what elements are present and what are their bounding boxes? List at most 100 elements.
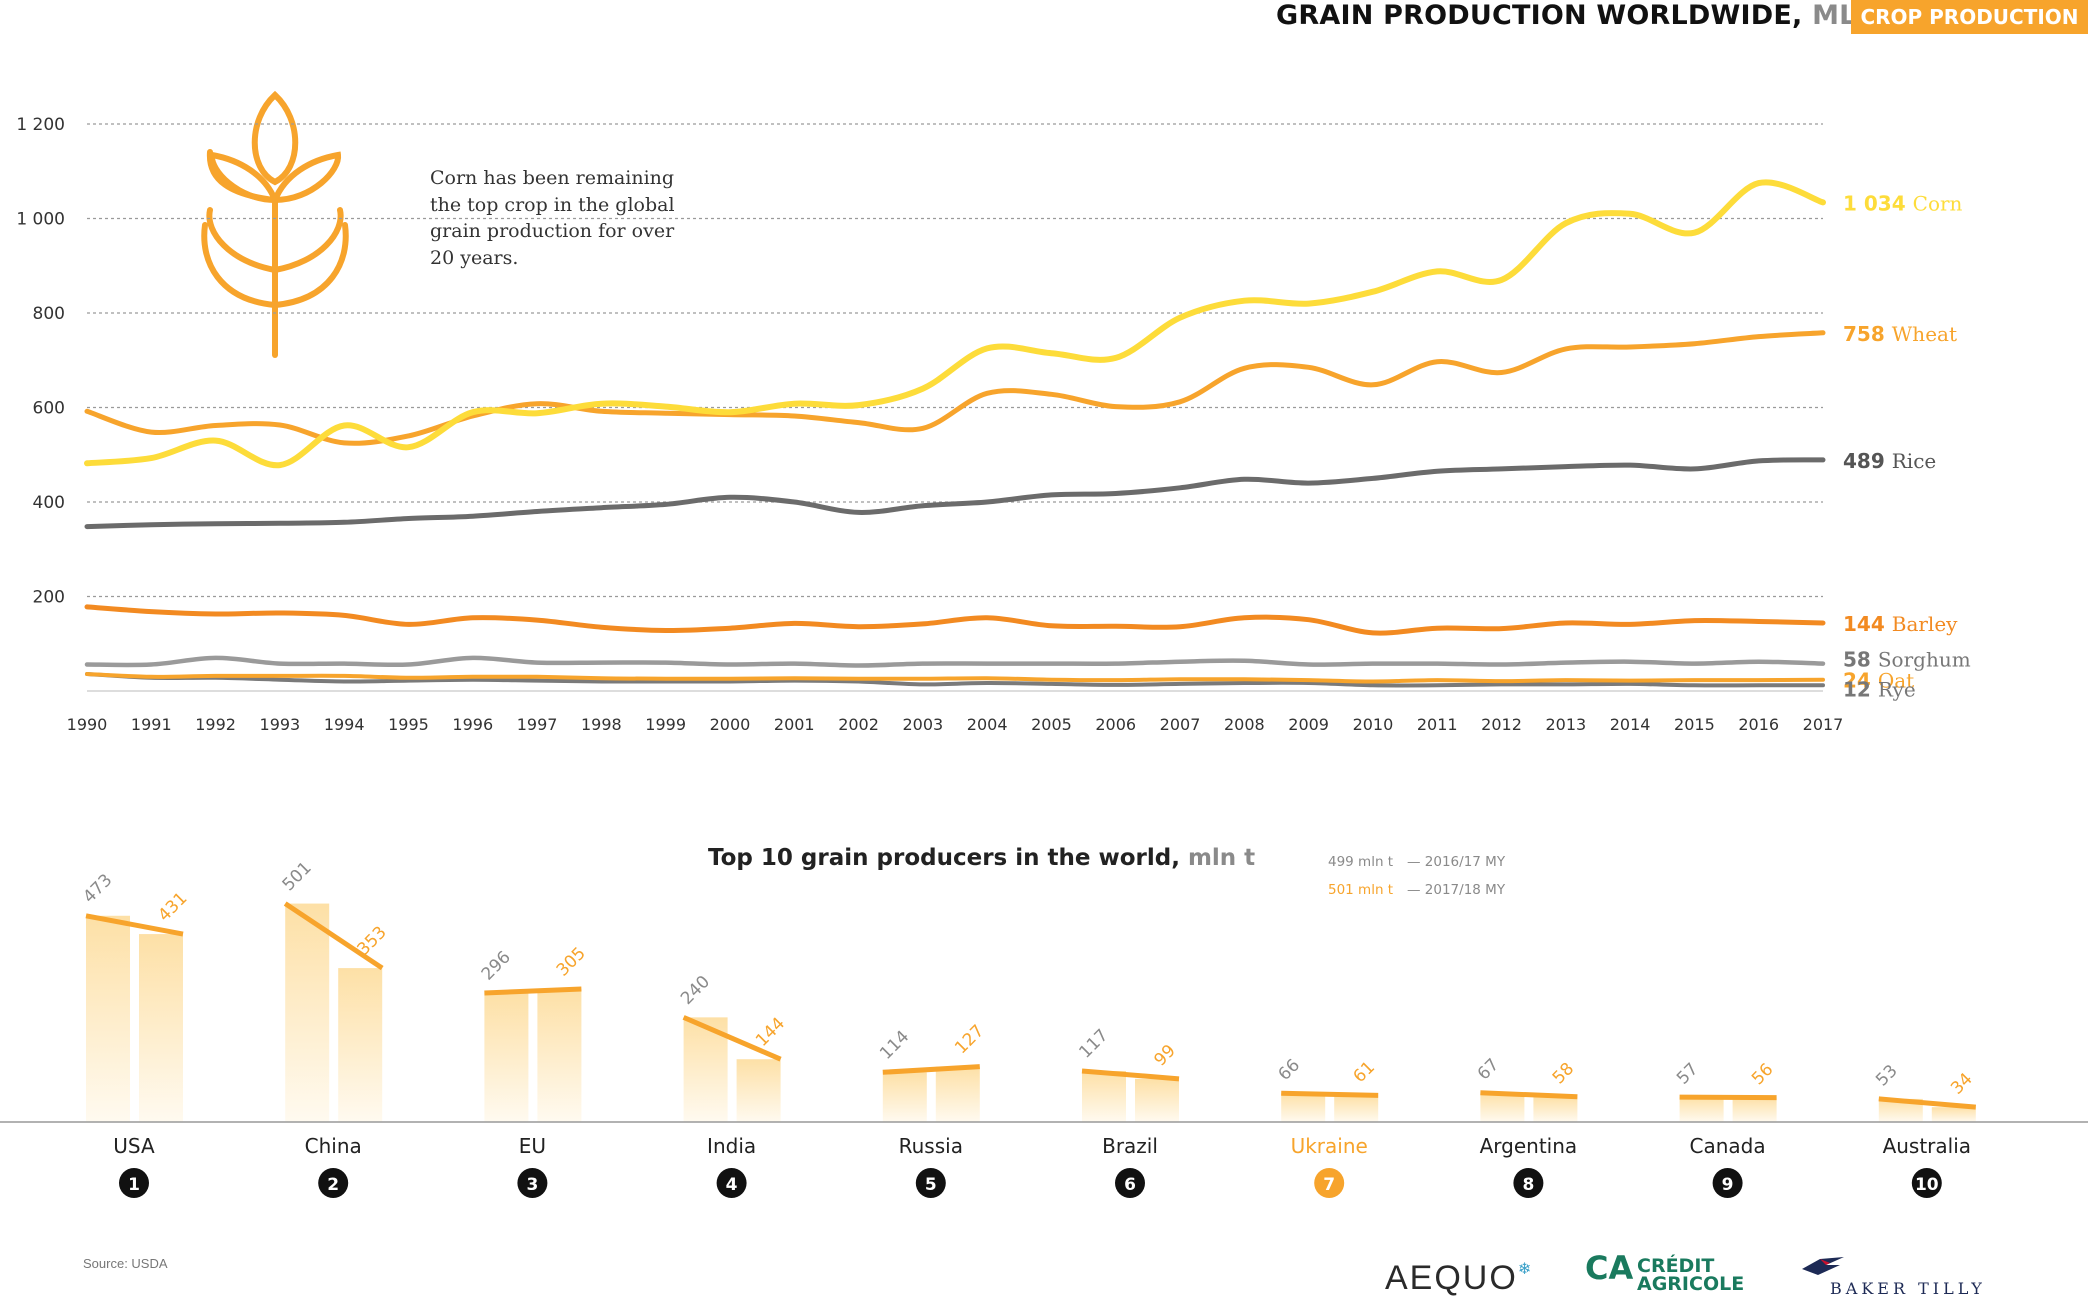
rank-badge [915, 1168, 946, 1198]
rank-number: 8 [1522, 1175, 1534, 1195]
end-label-name: Rice [1892, 449, 1937, 473]
bar-categories: USA 1 China 2 EU 3 India 4 Russia 5 Brazil 6 Ukraine… [113, 1134, 1971, 1198]
x-tick-label: 2016 [1738, 715, 1779, 734]
end-label-value: 758 [1843, 322, 1885, 346]
x-tick-label: 1990 [67, 715, 108, 734]
end-label-value: 58 [1843, 648, 1871, 672]
y-tick-label: 400 [33, 493, 65, 513]
partner-logos: AEQUO❄ CA CRÉDIT AGRICOLE BAKER TILLY [1380, 1252, 2020, 1300]
bar-2016 [1878, 1098, 1923, 1122]
value-label-2016: 67 [1474, 1055, 1503, 1084]
chart-grid [87, 123, 1823, 692]
value-label-2017: 144 [752, 1014, 789, 1051]
bar-2016 [1480, 1092, 1525, 1122]
rank-badge [517, 1168, 548, 1198]
x-tick-label: 2007 [1160, 715, 1201, 734]
value-label-2017: 34 [1947, 1069, 1976, 1098]
category-label: EU [519, 1134, 546, 1158]
x-tick-label: 1999 [645, 715, 686, 734]
x-axis: 1990 1991 1992 1993 1994 1995 1996 1997 1998 1999… [67, 715, 1844, 734]
x-tick-label: 2004 [967, 715, 1008, 734]
section-tag: CROP PRODUCTION [1851, 0, 2088, 34]
bar-group: 53 34 [1872, 1061, 1977, 1122]
rank-badge [1115, 1168, 1145, 1198]
bar-group: 473 431 [79, 870, 191, 1122]
value-label-2017: 431 [154, 889, 191, 926]
bar-2017 [935, 1066, 980, 1122]
end-label-barley: 144 Barley [1843, 612, 1958, 636]
value-label-2017: 58 [1549, 1059, 1578, 1088]
bar-group: 296 305 [478, 943, 590, 1122]
bar-2016 [1679, 1097, 1724, 1122]
category-label: Canada [1690, 1134, 1766, 1158]
category-label: Argentina [1480, 1134, 1578, 1158]
series-line-sorghum [84, 655, 1826, 668]
x-tick-label: 1996 [452, 715, 493, 734]
x-tick-label: 1992 [195, 715, 236, 734]
bar-2017 [1732, 1097, 1777, 1122]
legend-label-2016: — 2016/17 MY [1407, 854, 1506, 870]
end-label-value: 12 [1843, 677, 1871, 701]
page-title-text: GRAIN PRODUCTION WORLDWIDE, [1276, 0, 1803, 31]
series-line-barley [84, 604, 1826, 636]
y-tick-label: 600 [33, 399, 65, 419]
legend-value-2017: 501 mln t [1328, 882, 1393, 898]
bar-group: 240 144 [677, 972, 789, 1122]
bar-chart-title-text: Top 10 grain producers in the world, [708, 845, 1180, 871]
source-note: Source: USDA [83, 1256, 168, 1271]
bar-2016 [484, 992, 529, 1122]
value-label-2016: 296 [478, 947, 515, 984]
end-label-value: 144 [1843, 612, 1885, 636]
rank-number: 5 [925, 1175, 937, 1195]
category-label: USA [113, 1134, 155, 1158]
value-label-2017: 61 [1350, 1057, 1379, 1086]
bar-2016 [86, 915, 130, 1122]
chart-annotation: Corn has been remaining the top crop in … [430, 167, 675, 269]
x-tick-label: 2009 [1288, 715, 1329, 734]
trend-line [1878, 1096, 1977, 1110]
legend-label-2017: — 2017/18 MY [1407, 882, 1506, 898]
value-label-2017: 127 [951, 1021, 988, 1058]
bar-2017 [338, 968, 383, 1122]
bar-2016 [882, 1072, 927, 1122]
value-label-2016: 114 [876, 1027, 913, 1064]
baker-tilly-text: BAKER TILLY [1830, 1279, 1986, 1298]
wheat-icon [201, 90, 349, 358]
trend-line [85, 913, 184, 937]
credit-agricole-line2: AGRICOLE [1637, 1273, 1745, 1295]
category-label: Brazil [1102, 1134, 1158, 1158]
trend-line [484, 986, 582, 996]
value-label-2016: 473 [79, 870, 116, 907]
end-label-corn: 1 034 Corn [1843, 191, 1963, 215]
x-tick-label: 2008 [1224, 715, 1265, 734]
rank-badge [716, 1168, 747, 1198]
x-tick-label: 2002 [838, 715, 879, 734]
bar-2017 [139, 934, 183, 1122]
end-label-oat: 24 Oat [1843, 669, 1914, 693]
end-label-sorghum: 58 Sorghum [1843, 648, 1971, 672]
credit-agricole-logo: CA CRÉDIT AGRICOLE [1585, 1252, 1745, 1295]
aequo-logo: AEQUO❄ [1385, 1259, 1533, 1298]
credit-agricole-line1: CRÉDIT [1637, 1255, 1715, 1277]
x-tick-label: 2011 [1417, 715, 1458, 734]
rank-number: 3 [526, 1175, 538, 1195]
value-label-2016: 57 [1673, 1059, 1702, 1088]
value-label-2017: 56 [1748, 1060, 1777, 1089]
value-label-2016: 66 [1275, 1055, 1304, 1084]
rank-number: 1 [128, 1175, 140, 1195]
bar-2017 [1931, 1107, 1976, 1122]
series-lines [84, 179, 1826, 688]
x-tick-label: 2000 [710, 715, 751, 734]
bar-2016 [1281, 1093, 1326, 1122]
rank-number: 4 [726, 1175, 738, 1195]
end-label-name: Sorghum [1878, 648, 1971, 672]
value-label-2016: 53 [1872, 1061, 1901, 1090]
end-label-value: 1 034 [1843, 191, 1906, 215]
bar-group: 57 56 [1673, 1059, 1777, 1122]
rank-badge [318, 1168, 349, 1198]
rank-number: 9 [1722, 1175, 1734, 1195]
category-label: Ukraine [1291, 1134, 1368, 1158]
end-label-name: Corn [1913, 191, 1963, 215]
